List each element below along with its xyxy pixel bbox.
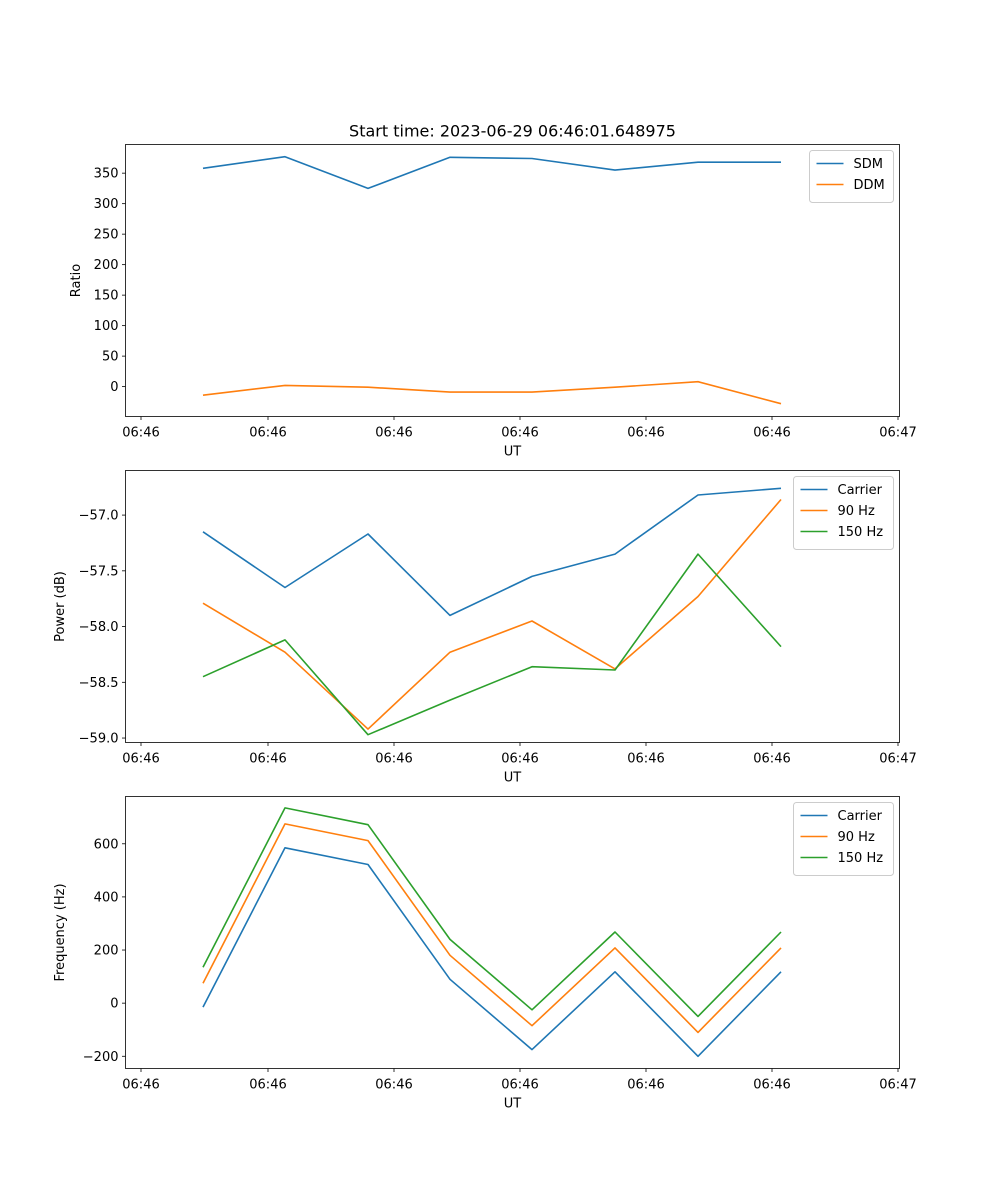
y-tick-label: −59.0	[79, 732, 119, 747]
x-tick-label: 06:46	[122, 426, 159, 441]
plot-area-frame-1	[125, 144, 900, 417]
series-line-sdm	[202, 155, 781, 190]
y-tick-label: 400	[94, 890, 119, 905]
x-tick-label: 06:46	[249, 1078, 286, 1093]
y-tick-label: 350	[94, 167, 119, 182]
y-tick-label: 150	[94, 289, 119, 304]
y-tick-label: −58.0	[79, 620, 119, 635]
plot-area-frame-2	[125, 470, 900, 743]
x-tick-label: 06:46	[627, 1078, 664, 1093]
x-tick-label: 06:46	[375, 1078, 412, 1093]
y-tick-label: −57.5	[79, 564, 119, 579]
legend-label: SDM	[854, 157, 883, 172]
x-tick-label: 06:47	[879, 752, 916, 767]
series-line-90-hz	[202, 498, 782, 730]
x-tick-label: 06:46	[249, 426, 286, 441]
y-tick-label: 300	[94, 197, 119, 212]
series-line-150-hz	[202, 553, 782, 736]
series-line-90-hz	[202, 823, 782, 1034]
x-tick-label: 06:46	[501, 1078, 538, 1093]
y-axis-label: Power (dB)	[53, 571, 68, 642]
y-tick-label: 600	[94, 837, 119, 852]
legend-label: Carrier	[838, 809, 883, 824]
x-tick-label: 06:46	[753, 752, 790, 767]
x-tick-label: 06:46	[753, 1078, 790, 1093]
series-line-150-hz	[202, 807, 782, 1018]
y-tick-label: 200	[94, 944, 119, 959]
y-tick-label: 200	[94, 258, 119, 273]
legend-label: 150 Hz	[838, 525, 884, 540]
y-tick-label: −57.0	[79, 509, 119, 524]
plot-area-frame-3	[125, 796, 900, 1069]
x-tick-label: 06:46	[501, 752, 538, 767]
y-tick-label: 50	[102, 350, 119, 365]
y-tick-label: −58.5	[79, 676, 119, 691]
y-tick-label: 250	[94, 228, 119, 243]
x-tick-label: 06:46	[627, 426, 664, 441]
x-tick-label: 06:46	[122, 752, 159, 767]
y-tick-label: 100	[94, 319, 119, 334]
chart-title: Start time: 2023-06-29 06:46:01.648975	[349, 122, 676, 141]
y-tick-label: 0	[110, 997, 118, 1012]
x-tick-label: 06:46	[122, 1078, 159, 1093]
series-line-carrier	[202, 846, 782, 1058]
x-tick-label: 06:46	[501, 426, 538, 441]
x-tick-label: 06:46	[627, 752, 664, 767]
x-axis-label: UT	[504, 771, 522, 786]
y-axis-label: Frequency (Hz)	[53, 883, 68, 981]
legend-label: 150 Hz	[838, 851, 884, 866]
series-line-ddm	[202, 380, 782, 405]
x-tick-label: 06:47	[879, 1078, 916, 1093]
legend-label: 90 Hz	[838, 504, 875, 519]
y-tick-label: 0	[110, 380, 118, 395]
x-axis-label: UT	[504, 445, 522, 460]
series-line-carrier	[202, 487, 782, 617]
x-tick-label: 06:46	[375, 752, 412, 767]
legend-label: 90 Hz	[838, 830, 875, 845]
y-tick-label: −200	[83, 1050, 119, 1065]
legend-label: DDM	[854, 178, 885, 193]
x-tick-label: 06:47	[879, 426, 916, 441]
x-tick-label: 06:46	[249, 752, 286, 767]
x-tick-label: 06:46	[375, 426, 412, 441]
x-axis-label: UT	[504, 1097, 522, 1112]
legend-label: Carrier	[838, 483, 883, 498]
y-axis-label: Ratio	[69, 264, 84, 297]
x-tick-label: 06:46	[753, 426, 790, 441]
